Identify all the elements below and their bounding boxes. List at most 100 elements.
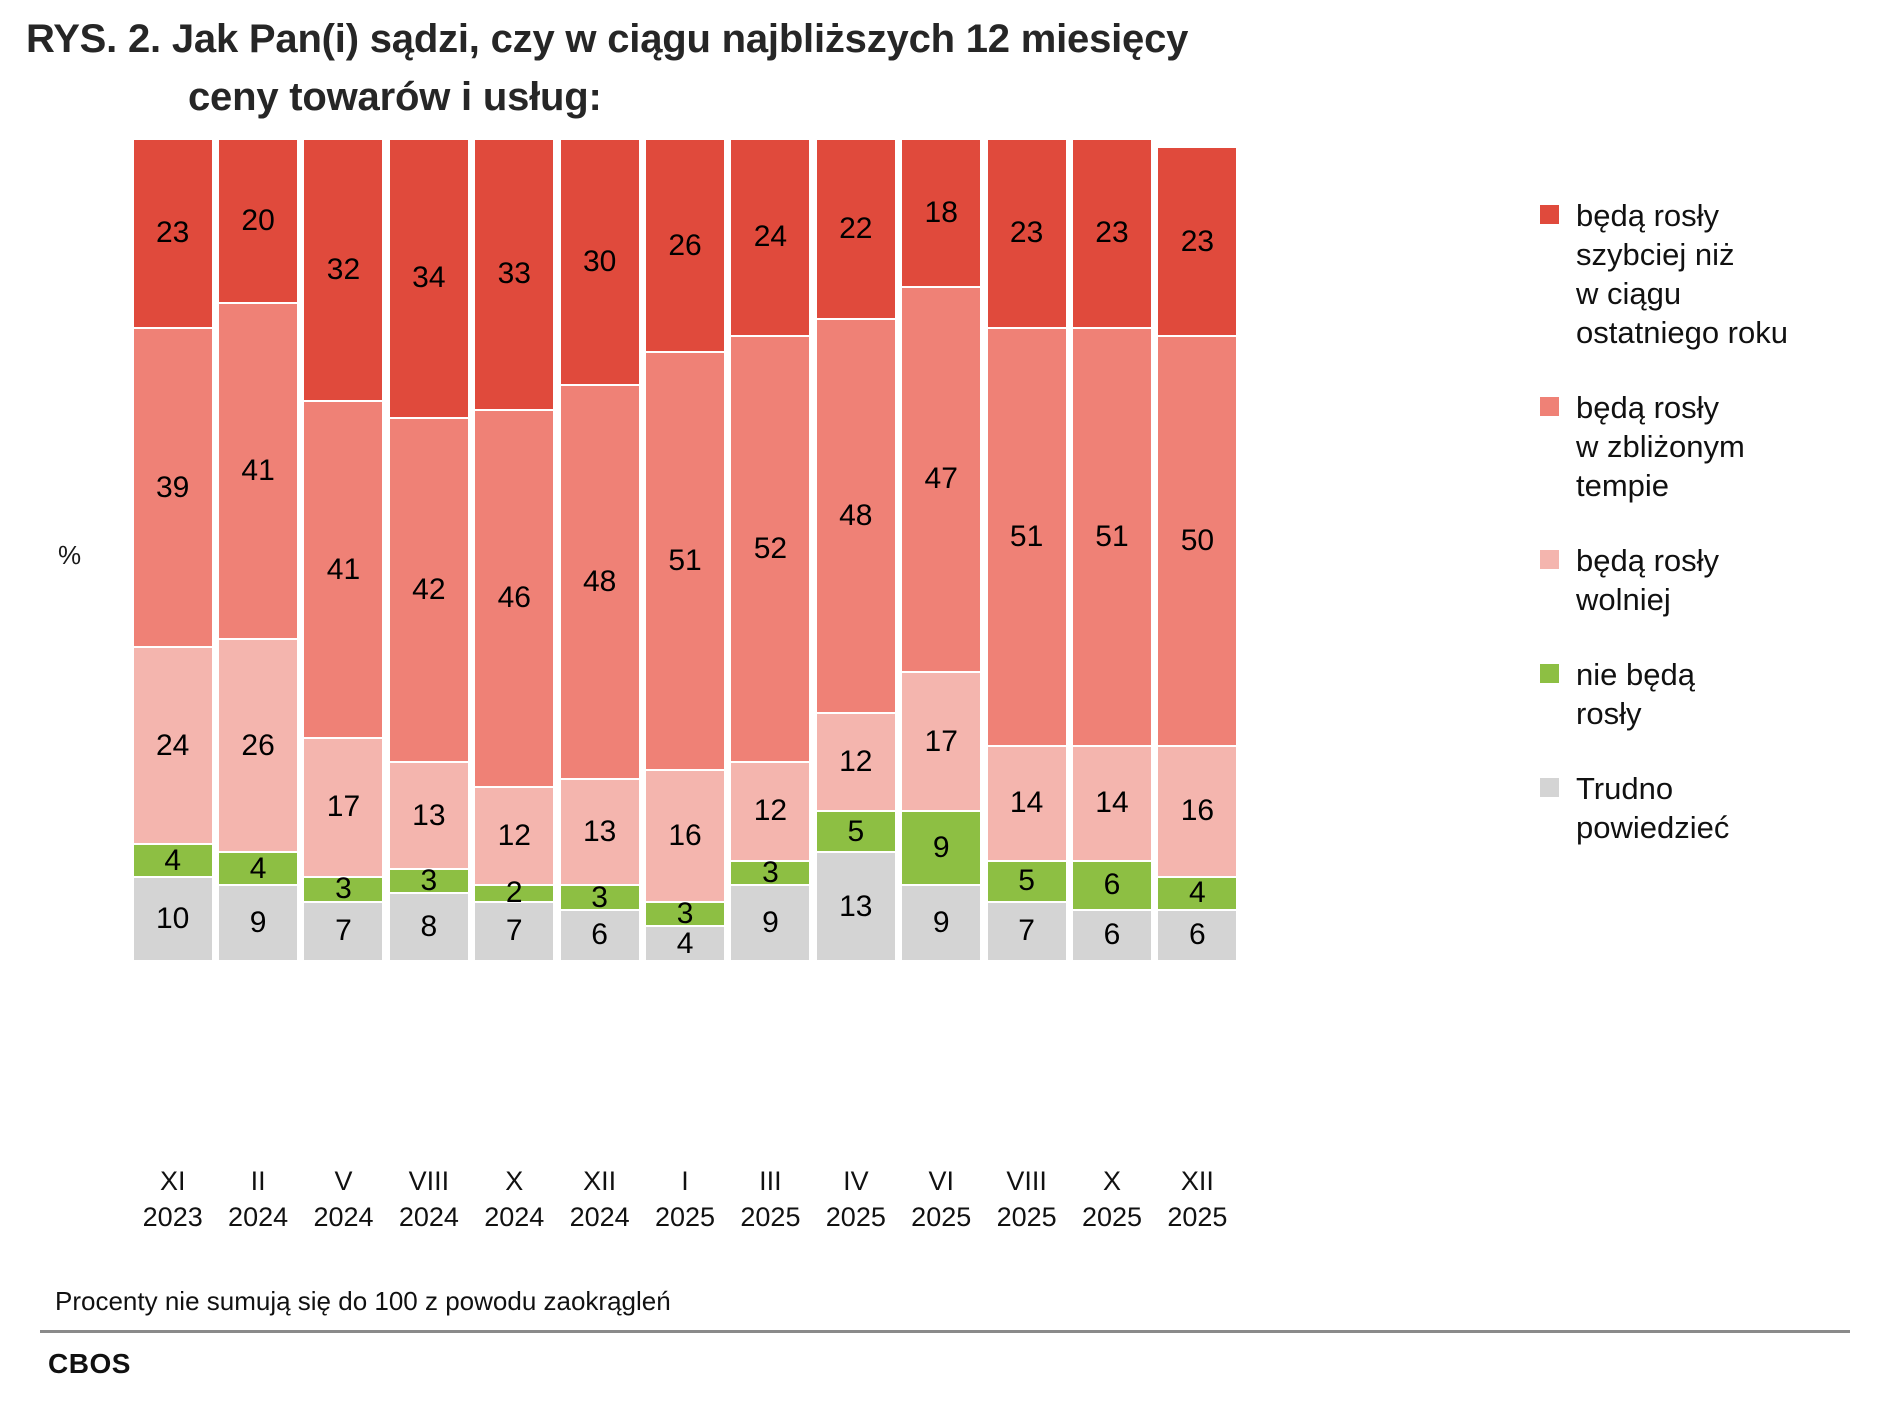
bar-column[interactable]: 32 41 17 3 7: [301, 140, 386, 960]
bar-column[interactable]: 23 39 24 4 10: [130, 140, 215, 960]
bar-segment[interactable]: 23: [133, 140, 212, 329]
bar-segment[interactable]: 16: [646, 771, 725, 903]
bar-segment[interactable]: 30: [560, 140, 639, 387]
bar-segment[interactable]: 7: [987, 902, 1066, 960]
bar-segment[interactable]: 20: [219, 140, 298, 305]
bar-segment[interactable]: 41: [304, 402, 383, 739]
bar-segment[interactable]: 10: [133, 878, 212, 960]
bar-segment[interactable]: 26: [646, 140, 725, 354]
bar-segment[interactable]: 4: [646, 927, 725, 960]
bar-column[interactable]: 34 42 13 3 8: [386, 140, 471, 960]
bar-segment[interactable]: 9: [219, 886, 298, 960]
legend-item[interactable]: będą rosły wolniej: [1540, 541, 1880, 619]
bar-segment[interactable]: 3: [560, 882, 639, 912]
bar-segment[interactable]: 2: [475, 878, 554, 908]
bar-segment[interactable]: 12: [475, 787, 554, 887]
bar-segment[interactable]: 8: [389, 894, 468, 960]
bar-segment[interactable]: 6: [1072, 861, 1151, 911]
bar-segment[interactable]: 32: [304, 140, 383, 403]
bar-segment[interactable]: 14: [987, 746, 1066, 862]
bar-column[interactable]: 20 41 26 4 9: [215, 140, 300, 960]
bar-segment[interactable]: 26: [219, 640, 298, 854]
bar-segment[interactable]: 6: [1158, 910, 1237, 960]
bar-segment[interactable]: 13: [389, 763, 468, 870]
title-line-2: ceny towarów i usług:: [188, 75, 602, 119]
legend-item[interactable]: nie będą rosły: [1540, 655, 1880, 733]
legend-item[interactable]: Trudno powiedzieć: [1540, 769, 1880, 847]
bar-segment[interactable]: 14: [1072, 746, 1151, 862]
bar-segment[interactable]: 6: [1072, 910, 1151, 960]
bar-segment[interactable]: 33: [475, 140, 554, 411]
bar-segment[interactable]: 4: [219, 853, 298, 887]
bar-column[interactable]: 23 50 16 4 6: [1155, 140, 1240, 960]
x-axis-tick-label: XI 2023: [142, 1166, 203, 1232]
bar-segment[interactable]: 48: [560, 386, 639, 780]
bar-segment[interactable]: 17: [304, 738, 383, 879]
legend-item[interactable]: będą rosły w zbliżonym tempie: [1540, 388, 1880, 505]
bar-segment[interactable]: 7: [475, 902, 554, 960]
bar-value-label: 4: [164, 843, 182, 877]
bar-column[interactable]: 23 51 14 6 6: [1069, 140, 1154, 960]
bar-segment[interactable]: 24: [731, 140, 810, 337]
bar-segment[interactable]: 13: [816, 853, 895, 960]
bar-segment[interactable]: 17: [902, 673, 981, 813]
bar-column[interactable]: 22 48 12 5 13: [813, 140, 898, 960]
bar-segment[interactable]: 41: [219, 304, 298, 641]
bar-segment[interactable]: 50: [1158, 336, 1237, 747]
bar-value-label: 14: [1009, 786, 1044, 820]
legend-item[interactable]: będą rosły szybciej niż w ciągu ostatnie…: [1540, 196, 1880, 352]
bar-value-label: 41: [326, 552, 361, 586]
footnote-text: Procenty nie sumują się do 100 z powodu …: [55, 1286, 671, 1316]
bar-segment[interactable]: 5: [816, 812, 895, 854]
legend-swatch-icon: [1540, 778, 1559, 797]
bar-segment[interactable]: 3: [389, 866, 468, 896]
legend-item-label: będą rosły szybciej niż w ciągu ostatnie…: [1576, 198, 1788, 350]
bar-value-label: 3: [676, 896, 694, 930]
bar-column[interactable]: 33 46 12 2 7: [472, 140, 557, 960]
bar-segment[interactable]: 7: [304, 902, 383, 960]
bar-segment[interactable]: 3: [731, 857, 810, 887]
bar-segment[interactable]: 16: [1158, 746, 1237, 879]
bar-value-label: 3: [335, 872, 352, 906]
bar-segment[interactable]: 42: [389, 418, 468, 764]
bar-column[interactable]: 30 48 13 3 6: [557, 140, 642, 960]
bar-segment[interactable]: 13: [560, 779, 639, 887]
bar-segment[interactable]: 12: [816, 714, 895, 813]
bar-segment[interactable]: 4: [133, 843, 212, 878]
bar-segment[interactable]: 47: [902, 287, 981, 674]
bar-segment[interactable]: 39: [133, 328, 212, 649]
bar-segment[interactable]: 51: [1072, 328, 1151, 747]
bar-value-label: 33: [497, 257, 531, 291]
bar-column[interactable]: 18 47 17 9 9: [899, 140, 984, 960]
bar-value-label: 51: [1095, 519, 1129, 553]
bar-column[interactable]: 26 51 16 3 4: [642, 140, 727, 960]
bar-segment[interactable]: 52: [731, 336, 810, 764]
bar-segment[interactable]: 24: [133, 648, 212, 846]
bar-value-label: 6: [1103, 868, 1121, 902]
bar-value-label: 20: [241, 204, 275, 238]
bar-segment[interactable]: 23: [1158, 148, 1237, 337]
bar-column[interactable]: 24 52 12 3 9: [728, 140, 813, 960]
bar-segment[interactable]: 34: [389, 140, 468, 419]
bar-segment[interactable]: 4: [1158, 878, 1237, 911]
bar-column[interactable]: 23 51 14 5 7: [984, 140, 1069, 960]
bar-segment[interactable]: 23: [1072, 140, 1151, 329]
bar-segment[interactable]: 5: [987, 861, 1066, 903]
bar-segment[interactable]: 9: [902, 812, 981, 887]
bar-segment[interactable]: 46: [475, 410, 554, 788]
bar-segment[interactable]: 22: [816, 140, 895, 321]
bar-value-label: 47: [924, 462, 958, 496]
bar-segment[interactable]: 9: [902, 886, 981, 960]
bar-segment[interactable]: 3: [304, 874, 383, 904]
bar-segment[interactable]: 51: [646, 353, 725, 772]
bar-segment[interactable]: 9: [731, 886, 810, 960]
bar-segment[interactable]: 51: [987, 328, 1066, 747]
bar-segment[interactable]: 3: [646, 898, 725, 928]
chart-area: % 23 39 24 4 10 20 41 26 4 9 32 41 17 3 7 34 42 13 3 8 33 46 1…: [0, 140, 1891, 1160]
bar-segment[interactable]: 18: [902, 140, 981, 288]
bar-segment[interactable]: 48: [816, 320, 895, 715]
bar-segment[interactable]: 6: [560, 910, 639, 960]
bar-segment[interactable]: 12: [731, 763, 810, 862]
bar-segment[interactable]: 23: [987, 140, 1066, 329]
